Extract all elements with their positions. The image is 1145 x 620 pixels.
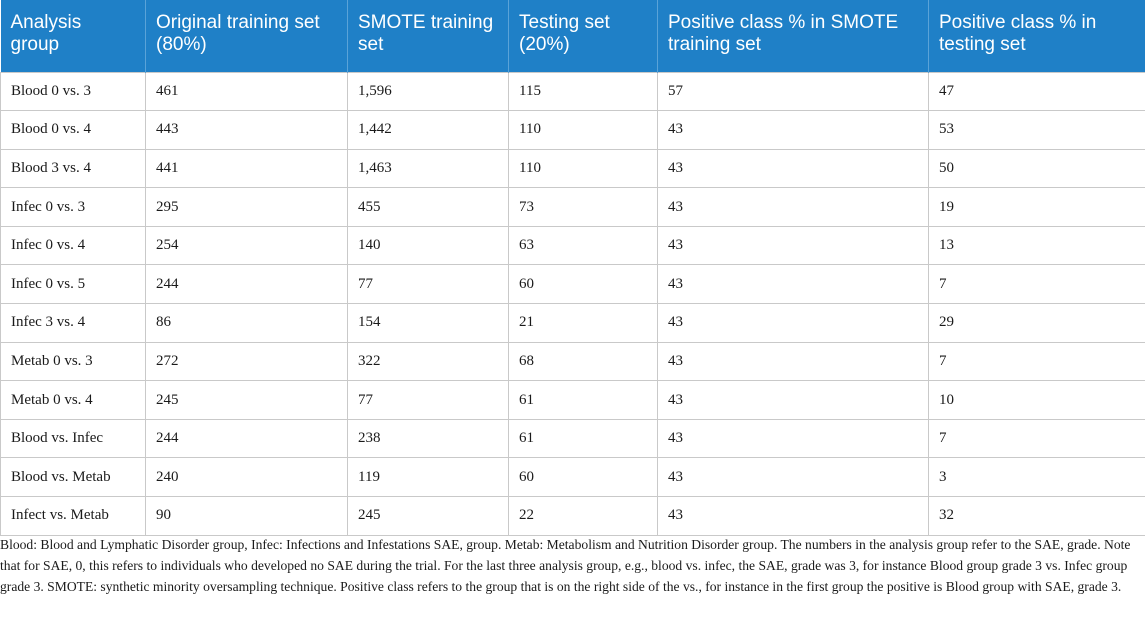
cell-positive-smote: 43 (657, 418, 929, 458)
cell-smote-training: 119 (347, 457, 509, 497)
cell-smote-training: 322 (347, 341, 509, 381)
table-row: Infec 0 vs. 3 295 455 73 43 19 (0, 187, 1145, 227)
table-row: Blood 0 vs. 4 443 1,442 110 43 53 (0, 110, 1145, 150)
cell-analysis-group: Blood vs. Metab (0, 457, 146, 497)
cell-positive-smote: 43 (657, 380, 929, 420)
cell-testing: 73 (508, 187, 658, 227)
cell-original-training: 254 (145, 225, 348, 265)
header-testing-set: Testing set (20%) (508, 0, 658, 72)
header-analysis-group: Analysis group (10, 12, 82, 55)
cell-original-training: 90 (145, 496, 348, 536)
table-row: Infec 0 vs. 4 254 140 63 43 13 (0, 225, 1145, 265)
cell-analysis-group: Infec 3 vs. 4 (0, 303, 146, 343)
cell-positive-testing: 7 (928, 418, 1145, 458)
cell-positive-testing: 13 (928, 225, 1145, 265)
cell-analysis-group: Blood 0 vs. 3 (0, 71, 146, 111)
cell-positive-testing: 50 (928, 148, 1145, 188)
cell-testing: 21 (508, 303, 658, 343)
cell-positive-smote: 43 (657, 187, 929, 227)
cell-original-training: 295 (145, 187, 348, 227)
cell-original-training: 240 (145, 457, 348, 497)
cell-smote-training: 1,442 (347, 110, 509, 150)
cell-analysis-group: Metab 0 vs. 4 (0, 380, 146, 420)
cell-analysis-group: Blood 3 vs. 4 (0, 148, 146, 188)
cell-positive-testing: 29 (928, 303, 1145, 343)
cell-smote-training: 154 (347, 303, 509, 343)
cell-analysis-group: Infect vs. Metab (0, 496, 146, 536)
cell-positive-testing: 32 (928, 496, 1145, 536)
cell-original-training: 244 (145, 418, 348, 458)
cell-testing: 60 (508, 264, 658, 304)
cell-smote-training: 1,596 (347, 71, 509, 111)
cell-smote-training: 1,463 (347, 148, 509, 188)
cell-positive-testing: 7 (928, 264, 1145, 304)
cell-original-training: 245 (145, 380, 348, 420)
table-row: Metab 0 vs. 4 245 77 61 43 10 (0, 380, 1145, 420)
cell-analysis-group: Metab 0 vs. 3 (0, 341, 146, 381)
table-row: Blood 3 vs. 4 441 1,463 110 43 50 (0, 148, 1145, 188)
table-body: Blood 0 vs. 3 461 1,596 115 57 47 Blood … (0, 71, 1145, 536)
cell-testing: 61 (508, 380, 658, 420)
cell-analysis-group: Infec 0 vs. 5 (0, 264, 146, 304)
cell-analysis-group: Blood 0 vs. 4 (0, 110, 146, 150)
table-header: Analysis group Original training set (80… (0, 0, 1145, 72)
cell-positive-smote: 43 (657, 225, 929, 265)
cell-analysis-group: Blood vs. Infec (0, 418, 146, 458)
cell-original-training: 443 (145, 110, 348, 150)
cell-positive-testing: 10 (928, 380, 1145, 420)
header-original-training-set: Original training set (80%) (145, 0, 348, 72)
cell-positive-testing: 19 (928, 187, 1145, 227)
results-table: Analysis group Original training set (80… (0, 0, 1145, 536)
cell-original-training: 272 (145, 341, 348, 381)
cell-testing: 63 (508, 225, 658, 265)
cell-testing: 22 (508, 496, 658, 536)
cell-smote-training: 140 (347, 225, 509, 265)
cell-testing: 115 (508, 71, 658, 111)
header-smote-training-set: SMOTE training set (347, 0, 509, 72)
cell-positive-smote: 43 (657, 303, 929, 343)
cell-testing: 68 (508, 341, 658, 381)
cell-positive-smote: 57 (657, 71, 929, 111)
cell-testing: 110 (508, 110, 658, 150)
table-row: Metab 0 vs. 3 272 322 68 43 7 (0, 341, 1145, 381)
header-positive-smote: Positive class % in SMOTE training set (657, 0, 929, 72)
cell-smote-training: 77 (347, 264, 509, 304)
table-row: Blood vs. Metab 240 119 60 43 3 (0, 457, 1145, 497)
cell-original-training: 244 (145, 264, 348, 304)
cell-analysis-group: Infec 0 vs. 3 (0, 187, 146, 227)
cell-positive-smote: 43 (657, 264, 929, 304)
table-row: Blood 0 vs. 3 461 1,596 115 57 47 (0, 71, 1145, 111)
cell-original-training: 441 (145, 148, 348, 188)
cell-positive-testing: 47 (928, 71, 1145, 111)
cell-positive-testing: 7 (928, 341, 1145, 381)
table-footnote: Blood: Blood and Lymphatic Disorder grou… (0, 537, 1131, 594)
cell-positive-testing: 3 (928, 457, 1145, 497)
cell-original-training: 86 (145, 303, 348, 343)
cell-testing: 60 (508, 457, 658, 497)
cell-smote-training: 77 (347, 380, 509, 420)
table-row: Infect vs. Metab 90 245 22 43 32 (0, 496, 1145, 536)
cell-analysis-group: Infec 0 vs. 4 (0, 225, 146, 265)
cell-positive-smote: 43 (657, 496, 929, 536)
cell-smote-training: 238 (347, 418, 509, 458)
table-row: Blood vs. Infec 244 238 61 43 7 (0, 418, 1145, 458)
table-row: Infec 0 vs. 5 244 77 60 43 7 (0, 264, 1145, 304)
cell-smote-training: 245 (347, 496, 509, 536)
cell-original-training: 461 (145, 71, 348, 111)
header-row: Analysis group Original training set (80… (0, 0, 1145, 72)
header-positive-testing: Positive class % in testing set (928, 0, 1145, 72)
cell-testing: 61 (508, 418, 658, 458)
table-row: Infec 3 vs. 4 86 154 21 43 29 (0, 303, 1145, 343)
cell-smote-training: 455 (347, 187, 509, 227)
cell-testing: 110 (508, 148, 658, 188)
cell-positive-smote: 43 (657, 148, 929, 188)
cell-positive-smote: 43 (657, 110, 929, 150)
cell-positive-smote: 43 (657, 457, 929, 497)
cell-positive-smote: 43 (657, 341, 929, 381)
cell-positive-testing: 53 (928, 110, 1145, 150)
